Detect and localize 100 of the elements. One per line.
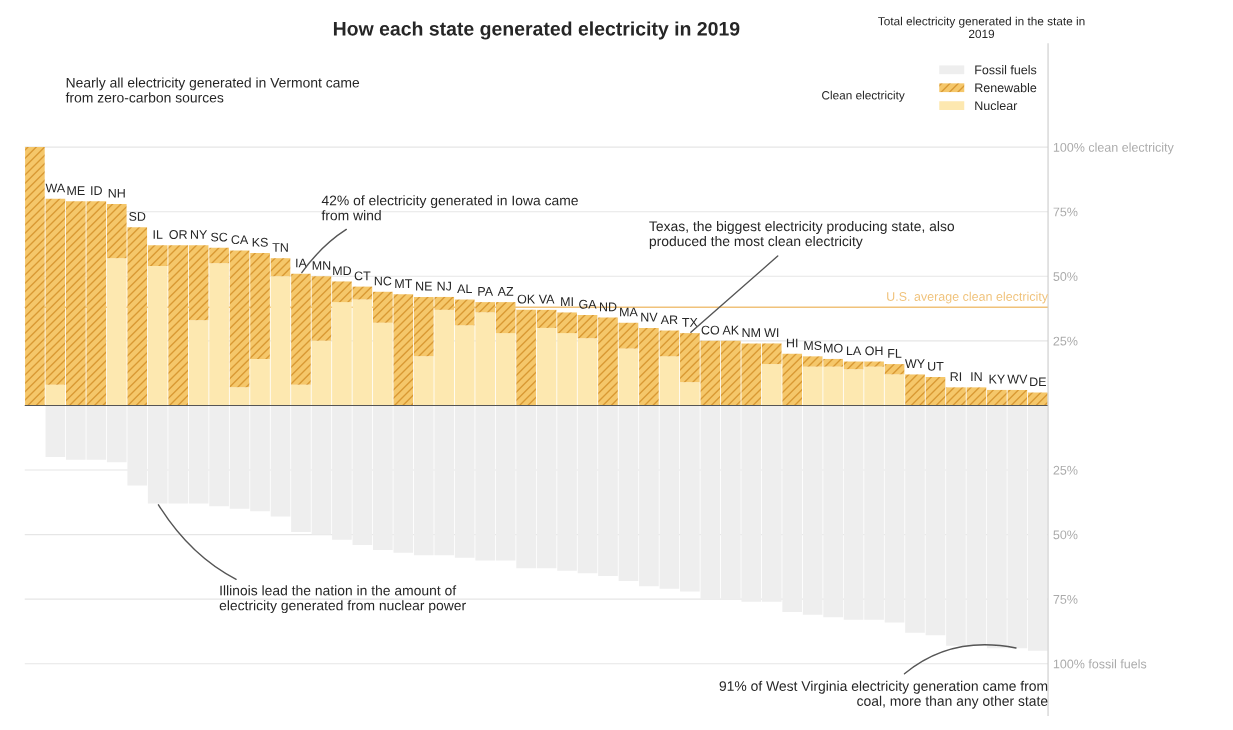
x-tick-label: TX xyxy=(682,318,698,327)
x-tick-label: IL xyxy=(153,230,163,239)
x-tick-label: MN xyxy=(312,261,331,270)
x-tick-label: CA xyxy=(231,235,249,245)
x-tick-label: MO xyxy=(824,343,843,353)
legend-label: Nuclear xyxy=(975,100,1018,111)
bar xyxy=(25,147,45,406)
y-tick-label: 100% fossil fuels xyxy=(1053,659,1147,669)
x-tick-label: NC xyxy=(374,276,392,286)
annotation: 91% of West Virginia electricity generation came from coal, more than any other state xyxy=(719,680,1048,709)
x-tick-label: ID xyxy=(91,186,102,195)
bar xyxy=(618,348,639,406)
bar xyxy=(168,245,188,406)
annotation: Clean electricity xyxy=(822,90,905,102)
bar xyxy=(393,294,414,406)
x-tick-label: NE xyxy=(416,281,432,291)
x-tick-label: DE xyxy=(1030,377,1046,387)
x-tick-label: MT xyxy=(395,279,413,288)
x-tick-label: MS xyxy=(804,341,822,351)
annotation: 42% of electricity generated in Iowa came from wind xyxy=(321,195,578,221)
bar xyxy=(639,327,659,406)
x-tick-label: FL xyxy=(888,349,902,358)
bar xyxy=(209,247,229,264)
y-tick-label: 25% xyxy=(1053,336,1078,346)
legend-label: Fossil fuels xyxy=(975,65,1037,75)
x-tick-label: RI xyxy=(950,372,962,381)
x-tick-label: WA xyxy=(45,183,66,193)
x-tick-label: OH xyxy=(865,346,883,356)
x-tick-label: WI xyxy=(764,328,779,337)
x-tick-label: WY xyxy=(905,359,925,368)
x-tick-label: NV xyxy=(641,312,658,322)
y-tick-label: 50% xyxy=(1053,530,1078,540)
bar xyxy=(1027,392,1048,406)
x-tick-label: MA xyxy=(620,307,638,317)
y-tick-label: 25% xyxy=(1053,465,1078,475)
x-tick-label: ME xyxy=(67,186,85,195)
bar xyxy=(700,340,721,406)
chart-title: How each state generated electricity in 2019 xyxy=(333,21,740,40)
bar xyxy=(270,258,291,277)
x-tick-label: SD xyxy=(129,212,146,221)
x-tick-label: CT xyxy=(354,271,371,281)
ref-line-label: U.S. average clean electricity xyxy=(887,291,1049,304)
bar xyxy=(291,273,311,385)
x-tick-label: MD xyxy=(333,266,352,275)
x-tick-label: AR xyxy=(660,315,678,325)
bar xyxy=(802,356,823,367)
bar xyxy=(86,201,107,406)
bar xyxy=(966,387,987,406)
x-tick-label: LA xyxy=(846,346,862,356)
x-tick-label: AL xyxy=(457,284,472,294)
annotation: Nearly all electricity generated in Vermont came from zero-carbon sources xyxy=(65,77,360,103)
bar xyxy=(352,286,373,300)
x-tick-label: VA xyxy=(538,294,555,304)
bar xyxy=(250,253,270,359)
x-tick-label: KS xyxy=(252,237,268,247)
x-tick-label: WV xyxy=(1007,374,1028,384)
bar xyxy=(147,265,168,406)
bar xyxy=(434,296,455,310)
bar xyxy=(413,296,434,357)
x-tick-label: AZ xyxy=(497,287,514,296)
bar xyxy=(905,374,925,406)
bar xyxy=(618,322,639,349)
x-tick-label: UT xyxy=(928,361,944,371)
bar xyxy=(373,291,393,323)
bar xyxy=(475,302,496,313)
x-tick-label: SC xyxy=(210,232,228,242)
bar xyxy=(454,299,475,326)
bar xyxy=(536,309,557,328)
x-tick-label: AK xyxy=(722,325,739,335)
bar xyxy=(598,317,618,406)
bar xyxy=(925,377,946,406)
y-tick-label: 100% clean electricity xyxy=(1053,142,1174,155)
bar xyxy=(45,384,66,406)
bar xyxy=(864,361,884,367)
annotation: Texas, the biggest electricity producing state, also produced the most clean electricity xyxy=(649,220,955,249)
x-tick-label: PA xyxy=(478,287,494,296)
bar xyxy=(147,245,168,266)
bar xyxy=(884,364,905,375)
y-tick-label: 75% xyxy=(1053,595,1078,604)
bar xyxy=(761,343,782,365)
x-tick-label: MI xyxy=(561,297,573,306)
bar xyxy=(66,201,86,406)
bar xyxy=(987,389,1007,406)
bar xyxy=(946,387,966,406)
bar xyxy=(516,309,536,406)
x-tick-label: OR xyxy=(169,230,187,239)
bar xyxy=(106,258,127,406)
bar xyxy=(741,343,762,406)
legend-label: Renewable xyxy=(975,83,1037,93)
x-tick-label: NM xyxy=(742,328,760,337)
bar xyxy=(311,276,332,341)
x-tick-label: TN xyxy=(272,243,288,252)
bar xyxy=(720,340,741,406)
x-tick-label: GA xyxy=(579,299,597,309)
bar xyxy=(332,281,352,303)
x-tick-label: NH xyxy=(108,188,125,198)
x-tick-label: IA xyxy=(296,258,307,268)
bar xyxy=(229,250,250,388)
bar xyxy=(680,333,700,383)
x-tick-label: OK xyxy=(517,294,536,304)
